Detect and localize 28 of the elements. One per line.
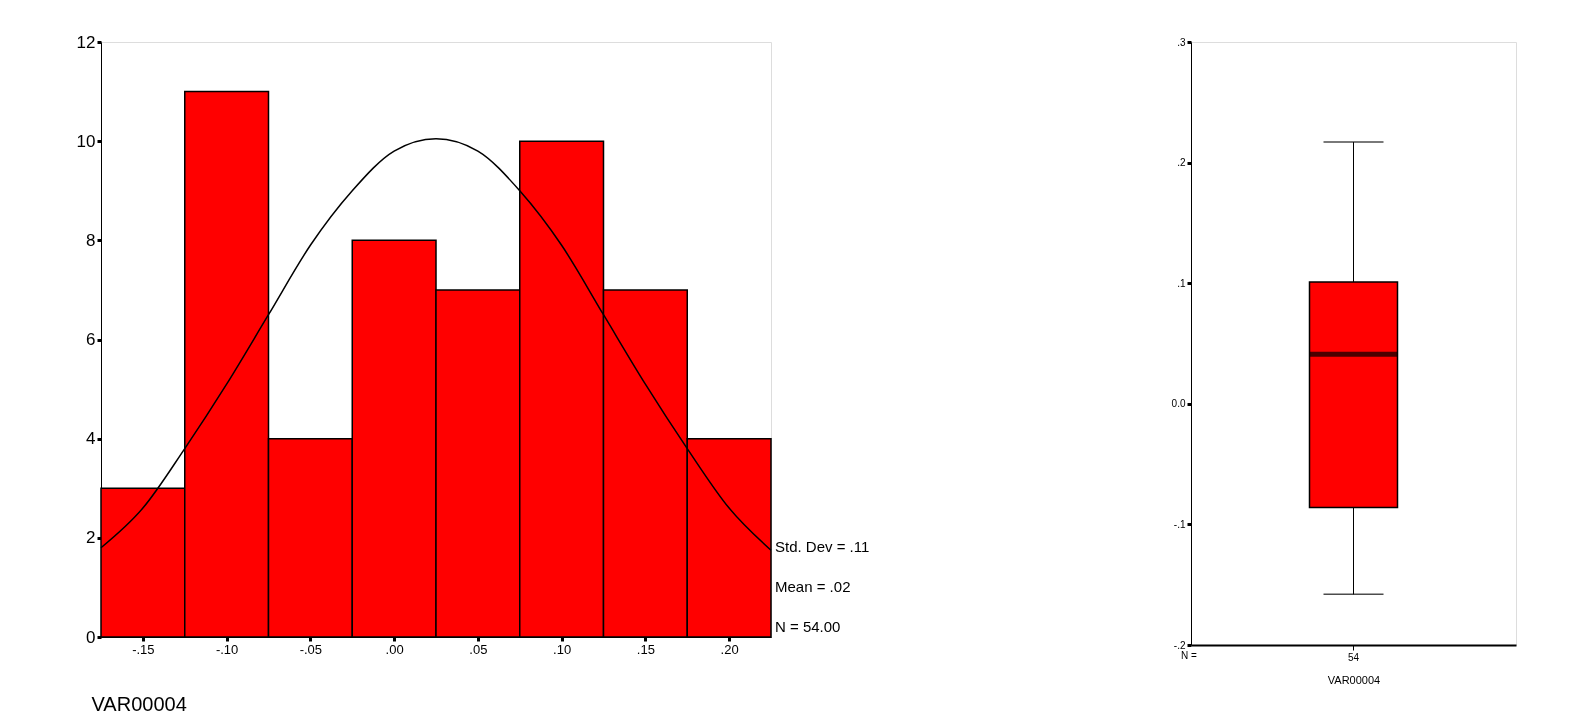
x-tick-label: .10 — [553, 641, 572, 657]
y-tick-label: 6 — [86, 330, 96, 349]
x-tick-label: -.10 — [215, 641, 239, 657]
y-tick-label: 4 — [86, 429, 96, 449]
y-tick-label: .2 — [1177, 157, 1186, 169]
text: N = — [1181, 650, 1197, 661]
x-tick-label: 54 — [1347, 651, 1360, 663]
y-tick-label: .3 — [1177, 36, 1186, 48]
x-axis-title: VAR00004 — [1327, 673, 1381, 686]
y-tick-label: -.2 — [1173, 639, 1186, 651]
x-tick-label: .20 — [720, 641, 739, 657]
y-tick-label: .1 — [1177, 277, 1186, 289]
text: Std. Dev = .11 — [775, 538, 870, 555]
y-tick-label: 10 — [76, 131, 96, 151]
y-tick-label: 2 — [86, 528, 96, 548]
y-tick-label: -.1 — [1173, 518, 1186, 530]
x-tick-label: .00 — [385, 641, 404, 657]
text: N = 54.00 — [775, 618, 841, 635]
y-tick-label: 0.0 — [1171, 398, 1186, 410]
x-tick-label: .15 — [636, 641, 655, 657]
text: Mean = .02 — [775, 578, 851, 595]
y-tick-label: 0 — [86, 627, 96, 647]
x-axis-title: VAR00004 — [91, 692, 187, 715]
x-tick-label: .05 — [469, 641, 488, 657]
y-tick-label: 8 — [86, 230, 96, 250]
x-tick-label: -.05 — [299, 641, 323, 657]
x-tick-label: -.15 — [132, 641, 155, 657]
y-tick-label: 12 — [76, 32, 96, 52]
